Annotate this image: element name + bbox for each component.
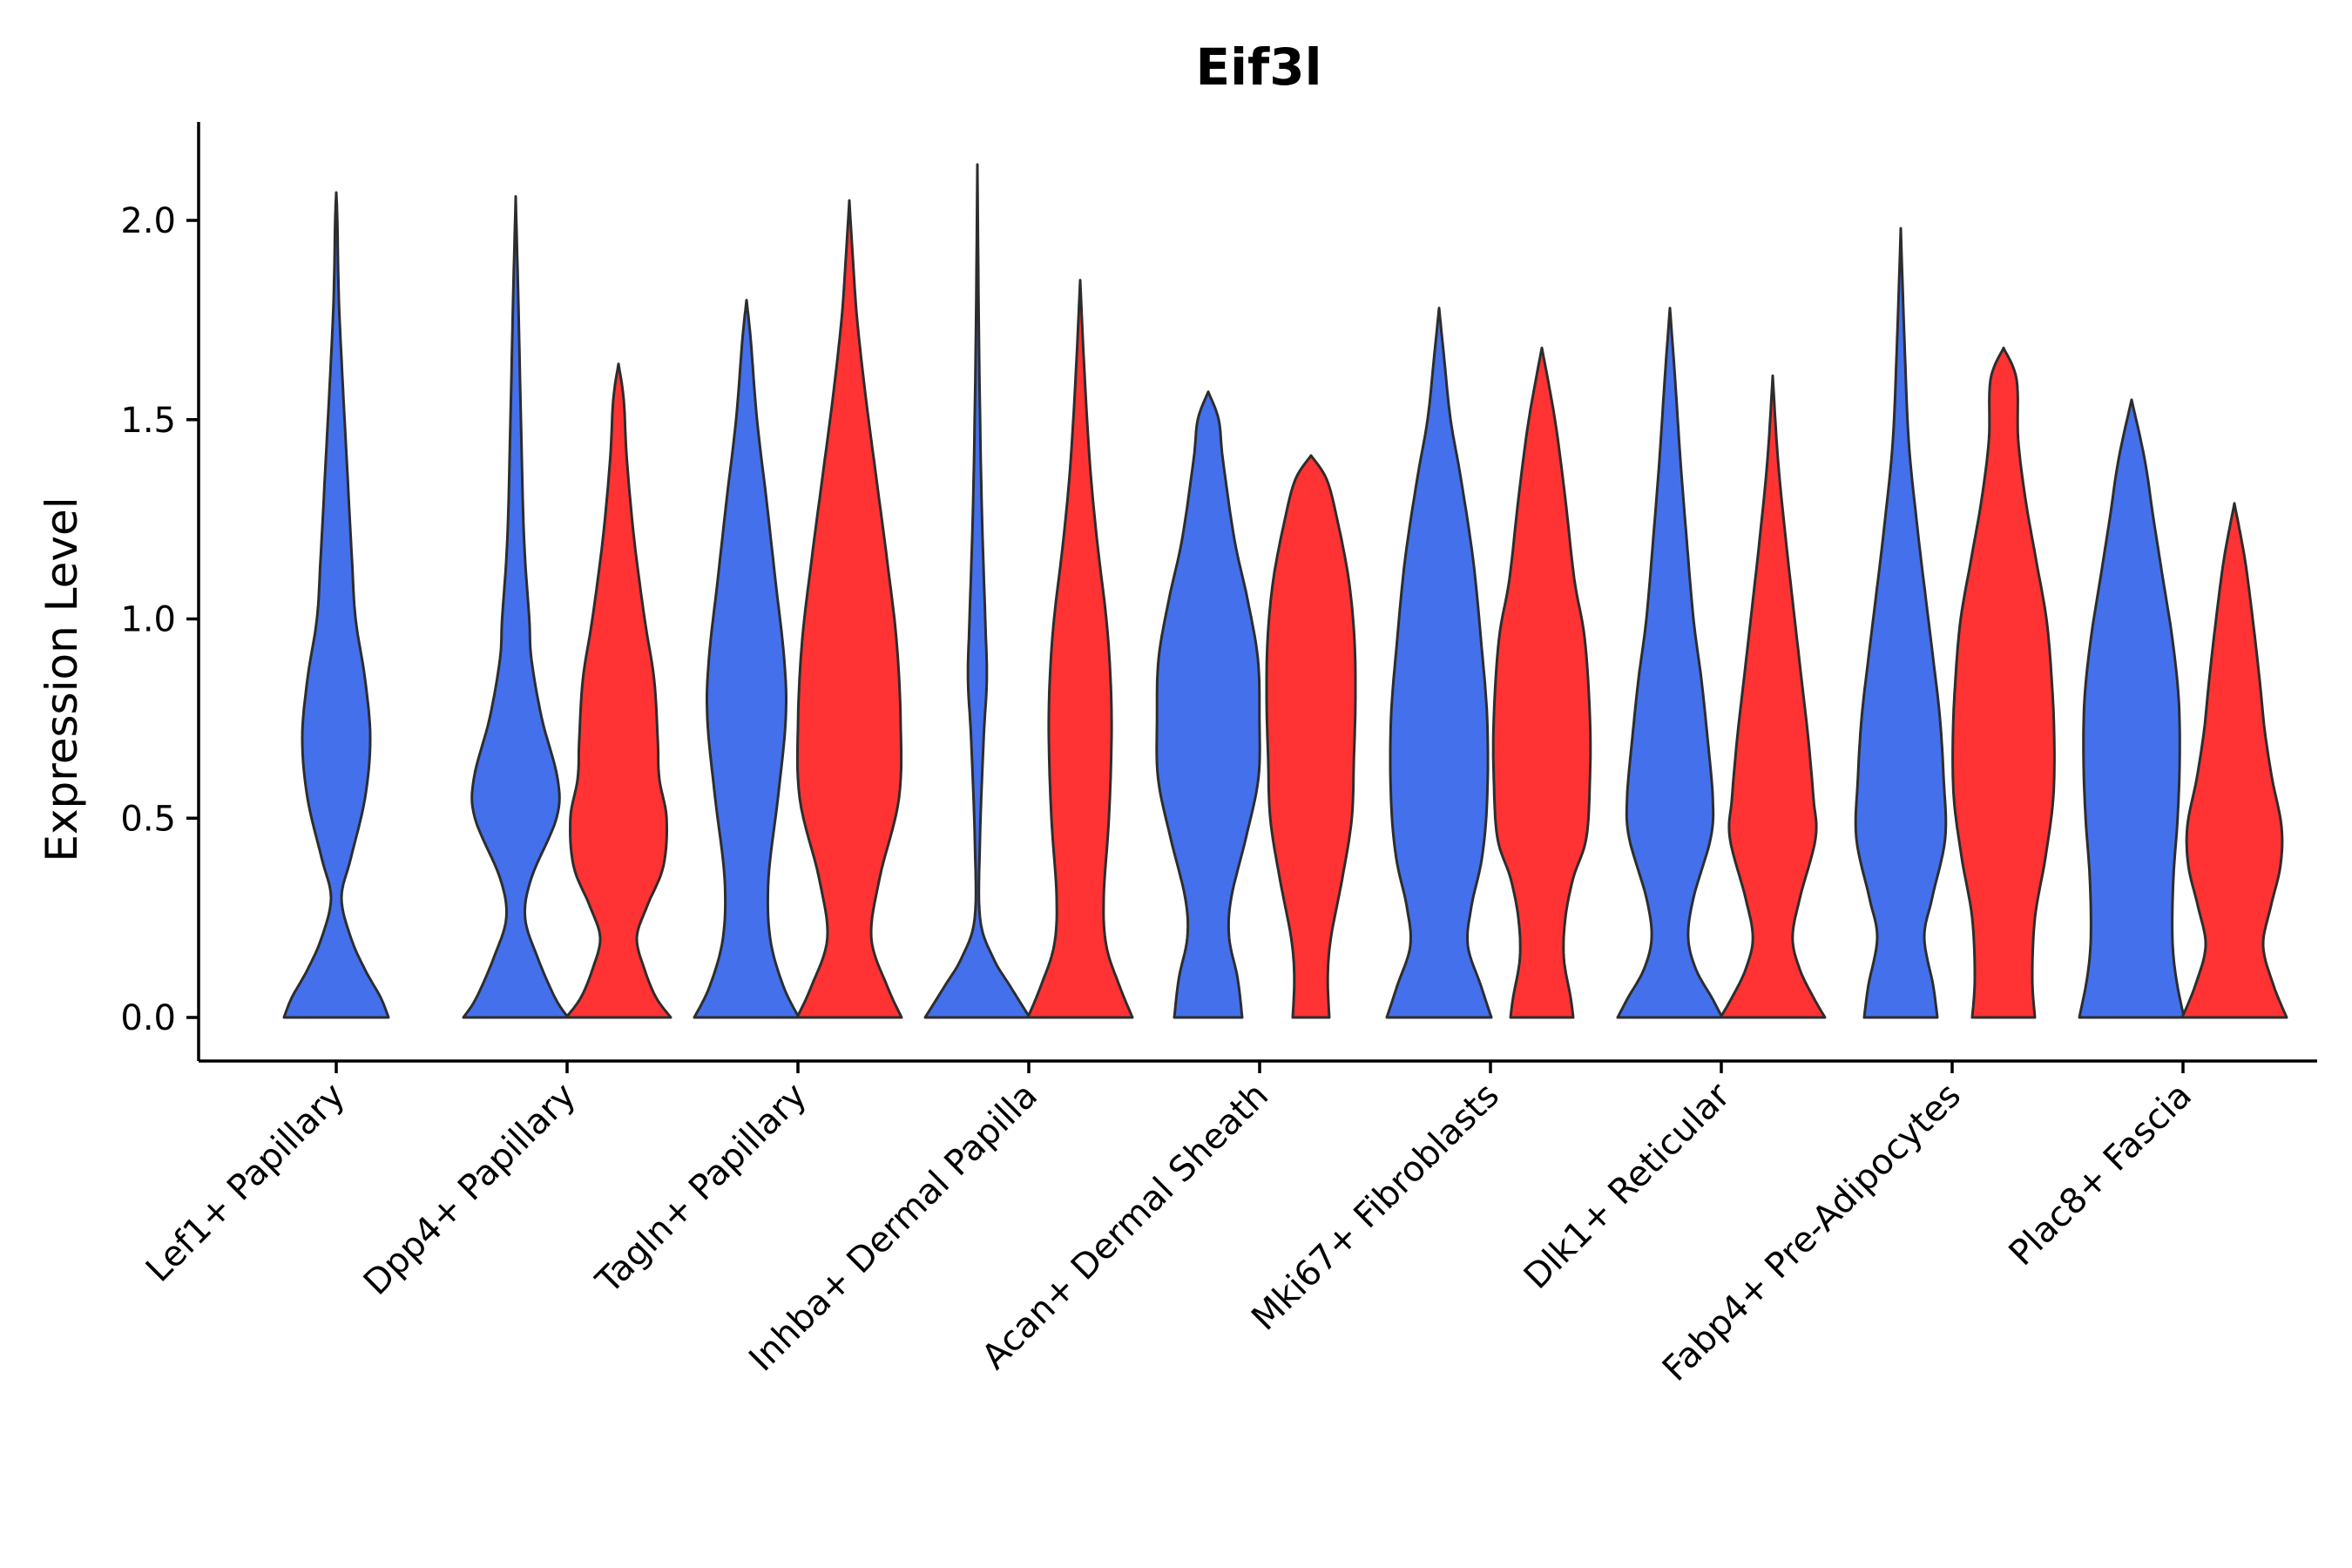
y-tick-label: 1.5 bbox=[120, 401, 176, 441]
violin-lef1-papillary-a bbox=[282, 191, 390, 1019]
x-axis-ticks: Lef1+ Papillary Dpp4+ Papillary Tagln+ Pap… bbox=[139, 1061, 2200, 1389]
x-tick-label: Dlk1+ Reticular bbox=[1517, 1075, 1739, 1297]
violin-plac8-fascia-a bbox=[2078, 398, 2186, 1019]
violin-acan-dermal-sheath-a bbox=[1155, 390, 1261, 1019]
y-tick-label: 0.5 bbox=[120, 799, 176, 839]
chart-title: Eif3l bbox=[1196, 37, 1322, 97]
y-tick-label: 1.0 bbox=[120, 600, 176, 640]
y-tick-label: 0.0 bbox=[120, 998, 176, 1038]
violin-tagln-papillary-b bbox=[795, 199, 903, 1019]
violin-group bbox=[282, 163, 2288, 1019]
violin-plac8-fascia-b bbox=[2180, 502, 2288, 1019]
violin-mki67-fibroblasts-b bbox=[1491, 346, 1592, 1019]
violin-dlk1-reticular-b bbox=[1719, 374, 1827, 1019]
violin-dpp4-papillary-a bbox=[462, 195, 570, 1019]
x-tick-label: Lef1+ Papillary bbox=[139, 1076, 353, 1290]
x-tick-label: Mki67+ Fibroblasts bbox=[1244, 1076, 1507, 1339]
y-tick-label: 2.0 bbox=[120, 201, 176, 241]
y-axis-ticks: 0.0 0.5 1.0 1.5 2.0 bbox=[120, 201, 199, 1038]
violin-fabp4-pre-adipocytes-a bbox=[1854, 226, 1948, 1019]
violin-dpp4-papillary-b bbox=[564, 362, 672, 1019]
violin-inhba-dermal-papilla-a bbox=[923, 163, 1031, 1019]
violin-mki67-fibroblasts-a bbox=[1385, 307, 1493, 1019]
violin-fabp4-pre-adipocytes-b bbox=[1951, 346, 2056, 1019]
violin-inhba-dermal-papilla-b bbox=[1026, 279, 1134, 1019]
violin-dlk1-reticular-a bbox=[1616, 307, 1724, 1019]
violin-acan-dermal-sheath-b bbox=[1265, 454, 1357, 1019]
violin-tagln-papillary-a bbox=[693, 299, 801, 1019]
x-tick-label: Plac8+ Fascia bbox=[2002, 1076, 2200, 1274]
y-axis-label: Expression Level bbox=[37, 497, 87, 862]
x-tick-label: Dpp4+ Papillary bbox=[356, 1076, 584, 1303]
x-tick-label: Tagln+ Papillary bbox=[588, 1076, 814, 1302]
